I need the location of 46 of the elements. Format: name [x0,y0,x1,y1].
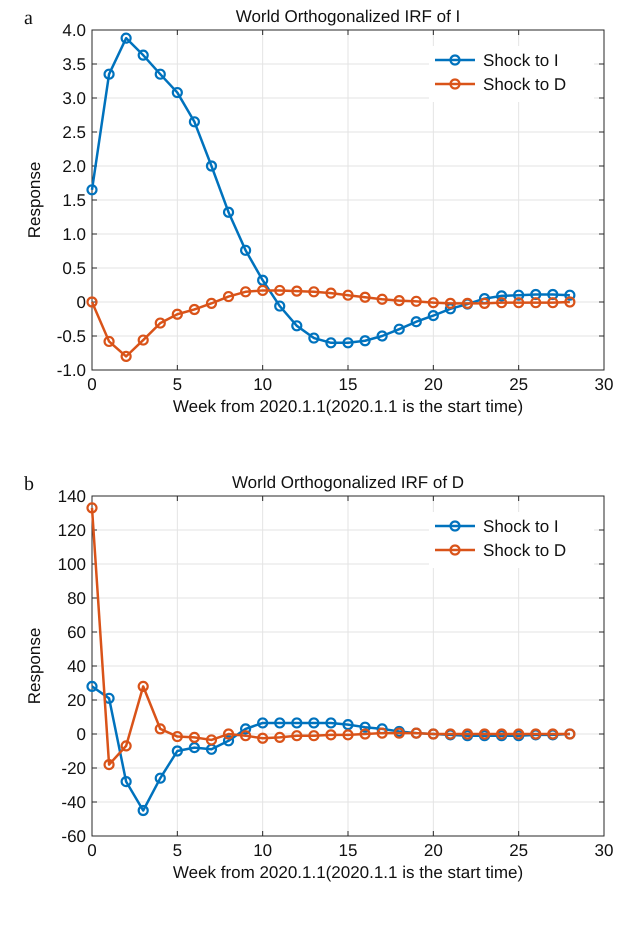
y-tick-label: 1.0 [62,224,86,244]
chart-title: World Orthogonalized IRF of D [232,473,464,492]
y-tick-label: 100 [58,554,86,574]
x-tick-label: 20 [424,375,443,394]
y-tick-label: 120 [58,520,86,540]
text: b [24,473,34,495]
y-tick-label: -20 [61,758,86,778]
x-tick-label: 10 [253,841,272,860]
x-tick-label: 30 [594,375,614,394]
x-tick-label: 5 [172,841,182,860]
y-tick-label: 4.0 [62,20,86,40]
y-tick-label: 20 [67,690,86,710]
y-tick-label: 140 [58,486,86,506]
y-tick-label: 80 [67,588,86,608]
y-tick-label: -60 [61,826,86,846]
chart-title: World Orthogonalized IRF of I [236,7,460,26]
legend-label: Shock to D [483,540,566,560]
y-tick-label: 0 [76,292,86,312]
y-tick-label: 60 [67,622,86,642]
legend-label: Shock to D [483,74,566,94]
legend-label: Shock to I [483,516,559,536]
x-tick-label: 15 [338,375,358,394]
x-tick-label: 20 [424,841,443,860]
y-axis-title: Response [25,628,44,704]
y-tick-label: 1.5 [62,190,86,210]
x-tick-label: 30 [594,841,614,860]
x-axis-title: Week from 2020.1.1(2020.1.1 is the start time) [172,397,524,416]
x-axis-title: Week from 2020.1.1(2020.1.1 is the start time) [172,863,524,882]
y-tick-label: 0.5 [62,258,86,278]
y-tick-label: 3.5 [62,54,86,74]
x-tick-label: 15 [338,841,358,860]
x-tick-label: 25 [509,841,528,860]
y-axis-title: Response [25,162,44,238]
y-tick-label: -40 [61,792,86,812]
y-tick-label: 2.5 [62,122,86,142]
y-tick-label: 0 [76,724,86,744]
x-tick-label: 5 [172,375,182,394]
x-tick-label: 10 [253,375,272,394]
y-tick-label: -1.0 [56,360,86,380]
y-tick-label: 3.0 [62,88,86,108]
y-tick-label: 2.0 [62,156,86,176]
y-tick-label: -0.5 [56,326,86,346]
legend-label: Shock to I [483,50,559,70]
x-tick-label: 25 [509,375,528,394]
text: a [24,7,33,29]
y-tick-label: 40 [67,656,86,676]
